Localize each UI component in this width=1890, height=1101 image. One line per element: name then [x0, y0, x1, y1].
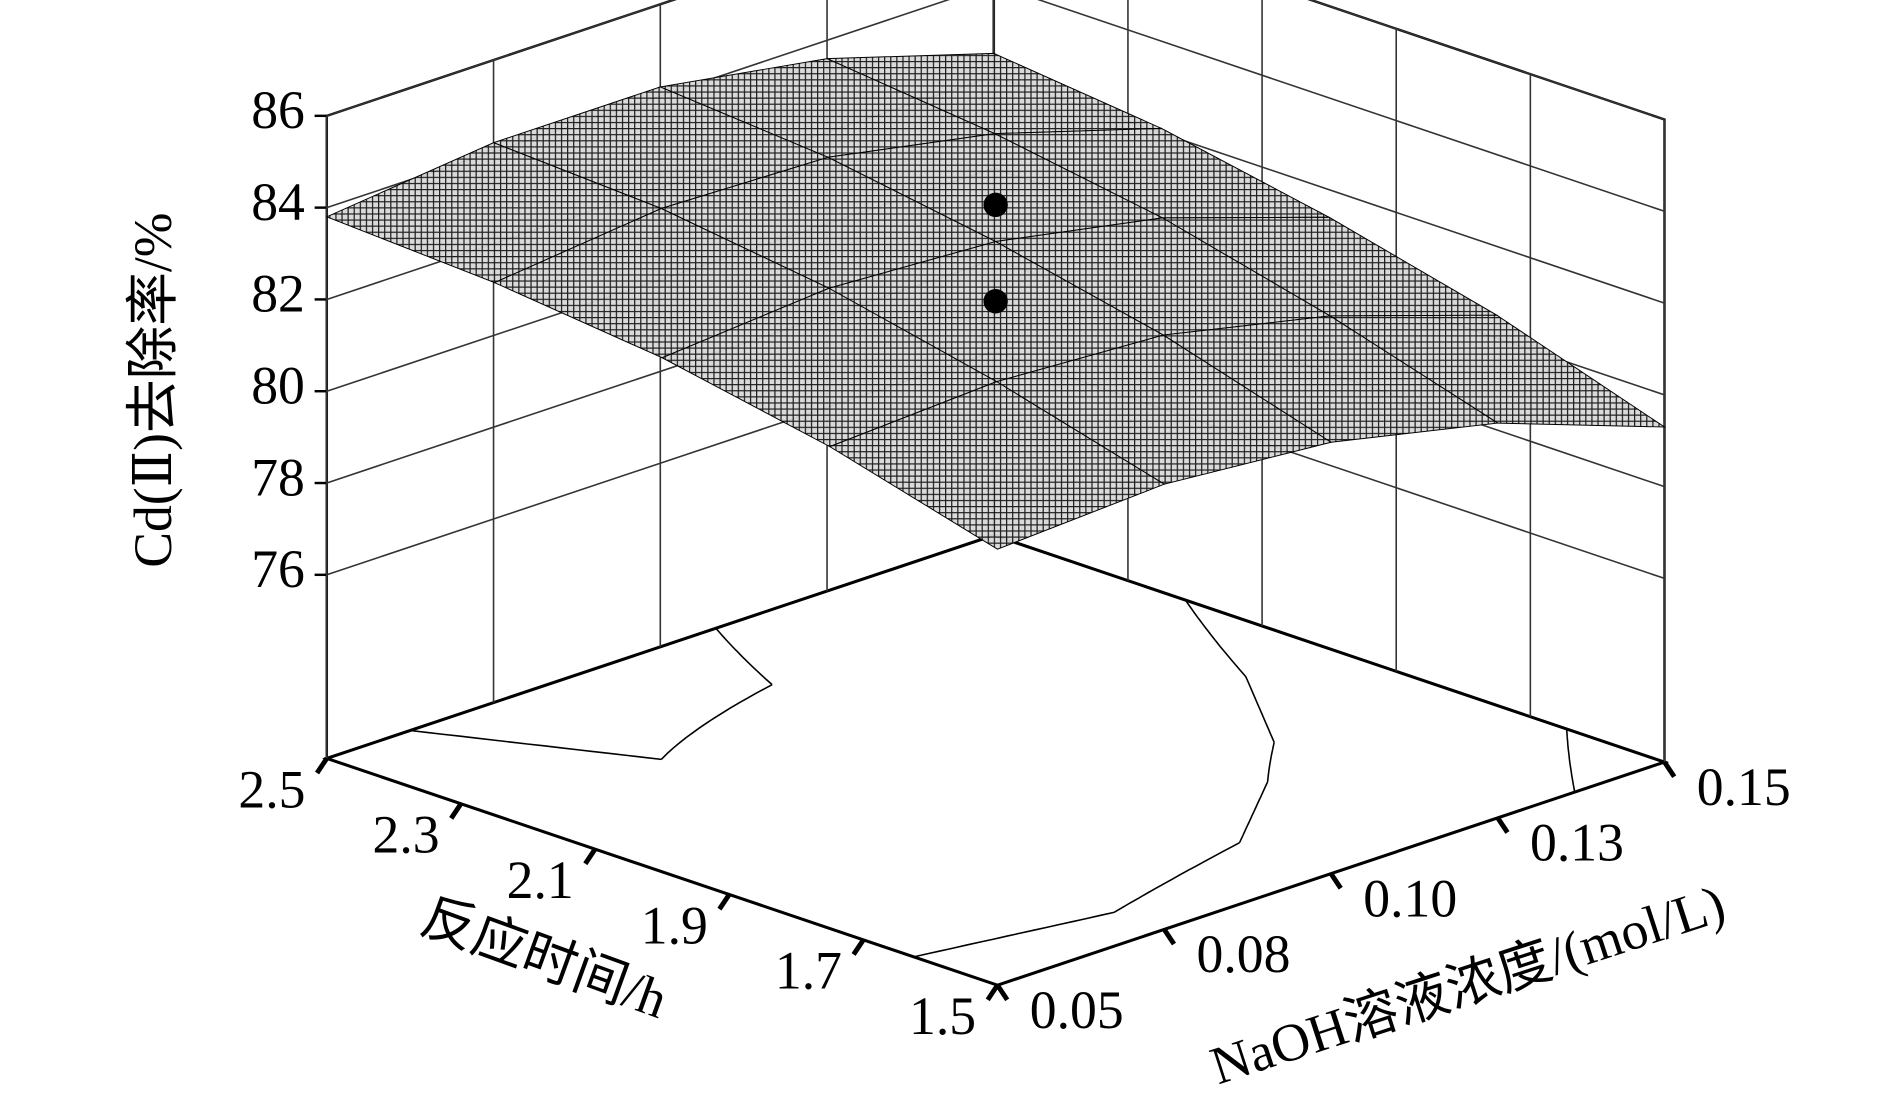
- x-tick-label: 0.05: [1030, 980, 1124, 1040]
- plot-area: Cd(Ⅱ)去除率/% 反应时间/h NaOH溶液浓度/(mol/L) 76788…: [123, 0, 1791, 1096]
- z-axis-title: Cd(Ⅱ)去除率/%: [123, 213, 183, 568]
- y-tick-label: 1.7: [775, 941, 842, 1001]
- x-tick: [1328, 872, 1343, 890]
- y-tick-label: 2.3: [373, 805, 440, 865]
- z-tick-label: 76: [251, 539, 305, 599]
- contour: [410, 627, 773, 761]
- x-tick-label: 0.13: [1530, 813, 1624, 873]
- x-tick: [1495, 816, 1510, 834]
- z-tick-label: 84: [251, 172, 305, 232]
- y-tick: [851, 938, 866, 956]
- surface-cell: [828, 381, 1166, 550]
- y-tick: [315, 757, 329, 775]
- y-tick-label: 2.5: [238, 759, 305, 819]
- x-axis-title: NaOH溶液浓度/(mol/L): [1203, 873, 1732, 1096]
- floor: [322, 533, 1670, 987]
- x-tick: [1662, 760, 1677, 779]
- data-point: [983, 192, 1008, 218]
- data-point: [983, 289, 1008, 314]
- y-tick: [717, 893, 732, 911]
- y-tick: [985, 983, 1000, 1002]
- x-tick-label: 0.10: [1363, 868, 1457, 928]
- contour: [913, 599, 1275, 958]
- x-tick-label: 0.08: [1197, 924, 1291, 984]
- x-tick: [1162, 928, 1177, 946]
- y-tick-label: 1.5: [909, 986, 976, 1046]
- z-tick-label: 82: [251, 264, 305, 324]
- z-tick-label: 78: [251, 447, 305, 507]
- y-tick-label: 1.9: [641, 895, 708, 955]
- z-tick-label: 86: [251, 80, 305, 140]
- y-tick: [449, 802, 463, 820]
- x-tick-label: 0.15: [1697, 757, 1791, 817]
- y-tick-label: 2.1: [507, 850, 574, 910]
- z-tick-label: 80: [251, 356, 305, 416]
- x-tick: [995, 983, 1010, 1002]
- contour: [1565, 728, 1576, 793]
- y-tick: [583, 847, 598, 866]
- grid-line: [326, 0, 1665, 121]
